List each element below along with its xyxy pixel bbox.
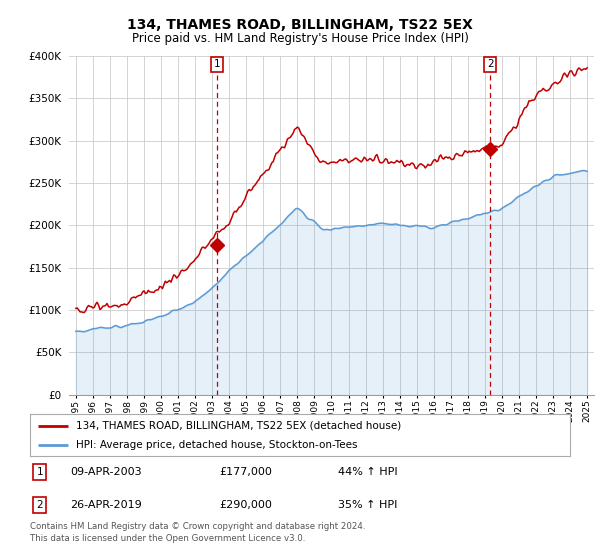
- Text: 44% ↑ HPI: 44% ↑ HPI: [338, 467, 397, 477]
- Text: Price paid vs. HM Land Registry's House Price Index (HPI): Price paid vs. HM Land Registry's House …: [131, 32, 469, 45]
- Text: This data is licensed under the Open Government Licence v3.0.: This data is licensed under the Open Gov…: [30, 534, 305, 543]
- Text: 2: 2: [37, 500, 43, 510]
- Text: 134, THAMES ROAD, BILLINGHAM, TS22 5EX: 134, THAMES ROAD, BILLINGHAM, TS22 5EX: [127, 18, 473, 32]
- Text: 35% ↑ HPI: 35% ↑ HPI: [338, 500, 397, 510]
- Text: 1: 1: [37, 467, 43, 477]
- Text: 1: 1: [214, 59, 220, 69]
- Text: Contains HM Land Registry data © Crown copyright and database right 2024.: Contains HM Land Registry data © Crown c…: [30, 522, 365, 531]
- Text: £177,000: £177,000: [219, 467, 272, 477]
- Text: HPI: Average price, detached house, Stockton-on-Tees: HPI: Average price, detached house, Stoc…: [76, 440, 358, 450]
- Text: 26-APR-2019: 26-APR-2019: [71, 500, 142, 510]
- Text: 09-APR-2003: 09-APR-2003: [71, 467, 142, 477]
- Text: £290,000: £290,000: [219, 500, 272, 510]
- Text: 134, THAMES ROAD, BILLINGHAM, TS22 5EX (detached house): 134, THAMES ROAD, BILLINGHAM, TS22 5EX (…: [76, 421, 401, 431]
- Text: 2: 2: [487, 59, 494, 69]
